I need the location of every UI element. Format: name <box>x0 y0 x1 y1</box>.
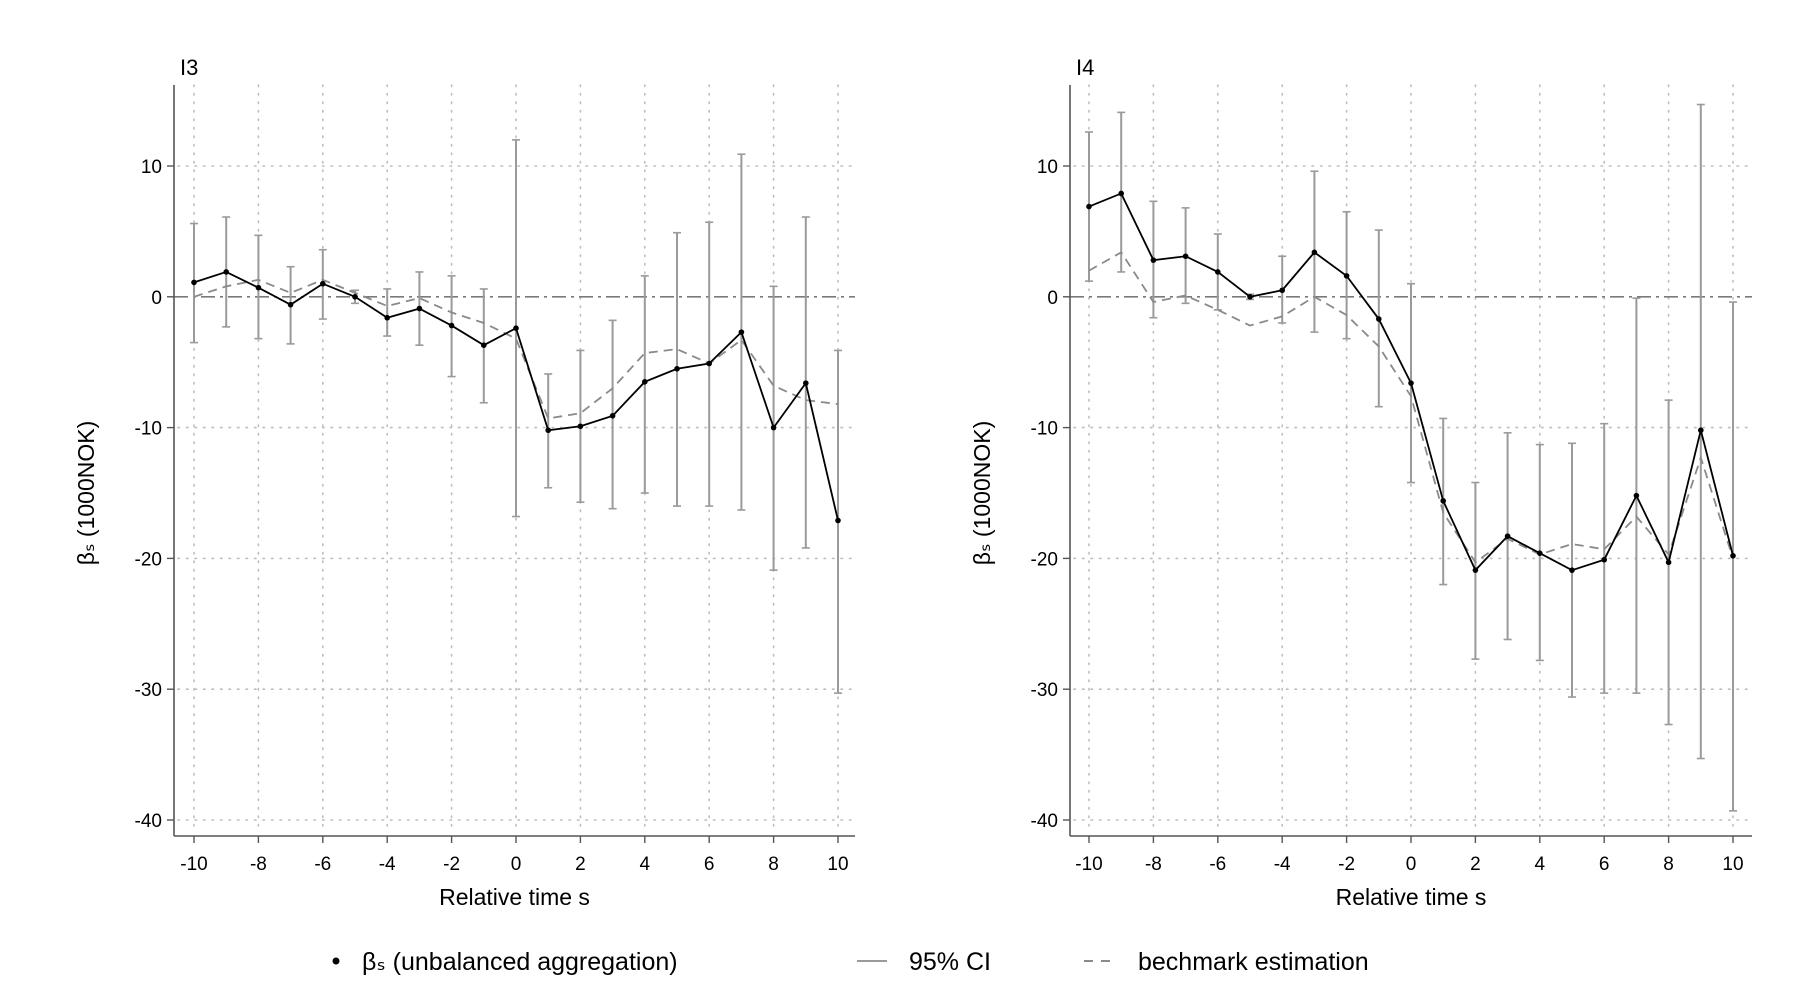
y-tick-label: -10 <box>1031 419 1058 440</box>
estimate-point <box>287 301 294 308</box>
x-tick-label: 2 <box>1470 854 1481 875</box>
estimate-point <box>352 294 358 300</box>
y-tick-label: -20 <box>135 549 162 570</box>
x-tick-label: -8 <box>1145 854 1162 875</box>
panel-title: I3 <box>180 55 198 80</box>
estimate-point <box>1504 533 1511 539</box>
x-tick-label: -8 <box>250 854 267 875</box>
estimate-point <box>1215 269 1221 275</box>
estimate-point <box>1569 567 1575 573</box>
estimate-point <box>320 280 326 287</box>
estimate-point <box>416 305 423 312</box>
y-axis-label: βₛ (1000NOK) <box>969 421 995 566</box>
estimate-point <box>1150 257 1157 263</box>
x-axis-label: Relative time s <box>1336 884 1487 910</box>
x-tick-label: 6 <box>1599 854 1610 875</box>
estimate-point <box>609 413 616 419</box>
benchmark-line <box>193 278 839 420</box>
y-axis-label: βₛ (1000NOK) <box>73 421 99 566</box>
estimate-point <box>1633 492 1640 499</box>
estimate-point <box>1311 249 1318 256</box>
x-tick-label: -6 <box>314 854 331 875</box>
x-tick-label: 0 <box>511 854 522 875</box>
x-tick-label: -6 <box>1209 854 1226 875</box>
x-tick-label: -2 <box>1338 854 1355 875</box>
benchmark-line <box>1088 251 1734 564</box>
x-tick-label: 6 <box>704 854 715 875</box>
x-tick-label: 4 <box>1535 854 1546 875</box>
x-tick-label: 2 <box>575 854 586 875</box>
y-tick-label: -30 <box>135 680 162 701</box>
x-tick-label: 10 <box>827 854 848 875</box>
estimate-point <box>577 423 584 430</box>
estimate-point <box>674 365 680 372</box>
estimate-point <box>481 342 487 348</box>
y-tick-label: 10 <box>1037 157 1058 178</box>
estimate-point <box>545 427 551 434</box>
x-tick-label: -4 <box>1274 854 1291 875</box>
x-tick-label: -10 <box>1075 854 1102 875</box>
estimate-point <box>706 360 712 367</box>
estimate-point <box>835 517 841 524</box>
estimate-point <box>384 314 391 321</box>
estimate-point <box>1601 556 1607 563</box>
estimate-point <box>223 269 229 275</box>
panel-i3: -10 -8 -6 -4 -2 0 2 4 6 8 10100-10-20-30-40I3Relat… <box>73 55 856 910</box>
legend-benchmark-label: bechmark estimation <box>1138 948 1369 976</box>
y-tick-label: 0 <box>151 288 162 309</box>
estimate-point <box>191 279 197 286</box>
x-tick-label: 8 <box>1663 854 1674 875</box>
legend-ci-label: 95% CI <box>909 948 991 976</box>
y-tick-label: 10 <box>141 157 162 178</box>
x-tick-label: 0 <box>1406 854 1417 875</box>
y-tick-label: -30 <box>1031 680 1058 701</box>
panel-title: I4 <box>1076 55 1094 80</box>
estimate-point <box>1086 203 1092 210</box>
estimate-point <box>642 379 648 385</box>
x-axis-label: Relative time s <box>439 884 590 910</box>
estimate-point <box>1440 498 1446 504</box>
estimate-point <box>1408 380 1414 386</box>
estimate-point <box>255 284 262 291</box>
estimate-point <box>1665 559 1672 566</box>
estimate-point <box>1279 287 1285 294</box>
x-tick-label: 10 <box>1722 854 1743 875</box>
estimate-point <box>513 325 519 331</box>
estimate-point <box>1698 427 1704 434</box>
legend-marker-icon <box>332 957 340 965</box>
panel-i4: -10 -8 -6 -4 -2 0 2 4 6 8 10100-10-20-30-40I4Relat… <box>969 55 1753 910</box>
y-tick-label: -40 <box>1031 811 1058 832</box>
y-tick-label: -20 <box>1031 549 1058 570</box>
y-tick-label: -40 <box>135 811 162 832</box>
estimate-point <box>770 424 777 431</box>
x-tick-label: -10 <box>180 854 207 875</box>
estimate-point <box>1343 273 1350 279</box>
y-tick-label: 0 <box>1047 288 1058 309</box>
x-tick-label: 8 <box>768 854 779 875</box>
estimate-point <box>803 380 809 386</box>
estimate-point <box>1472 567 1479 573</box>
x-tick-label: 4 <box>640 854 651 875</box>
estimate-point <box>1247 294 1253 300</box>
estimate-point <box>1182 253 1189 260</box>
estimate-point <box>1118 190 1124 197</box>
x-tick-label: -2 <box>443 854 460 875</box>
legend: βₛ (unbalanced aggregation) 95% CI bechm… <box>332 948 1369 976</box>
estimate-point <box>738 329 745 335</box>
estimate-point <box>448 322 455 329</box>
estimate-point <box>1376 316 1382 322</box>
x-tick-label: -4 <box>379 854 396 875</box>
legend-marker-label: βₛ (unbalanced aggregation) <box>362 948 678 976</box>
estimate-point <box>1537 550 1543 556</box>
y-tick-label: -10 <box>135 419 162 440</box>
estimate-point <box>1730 552 1736 559</box>
